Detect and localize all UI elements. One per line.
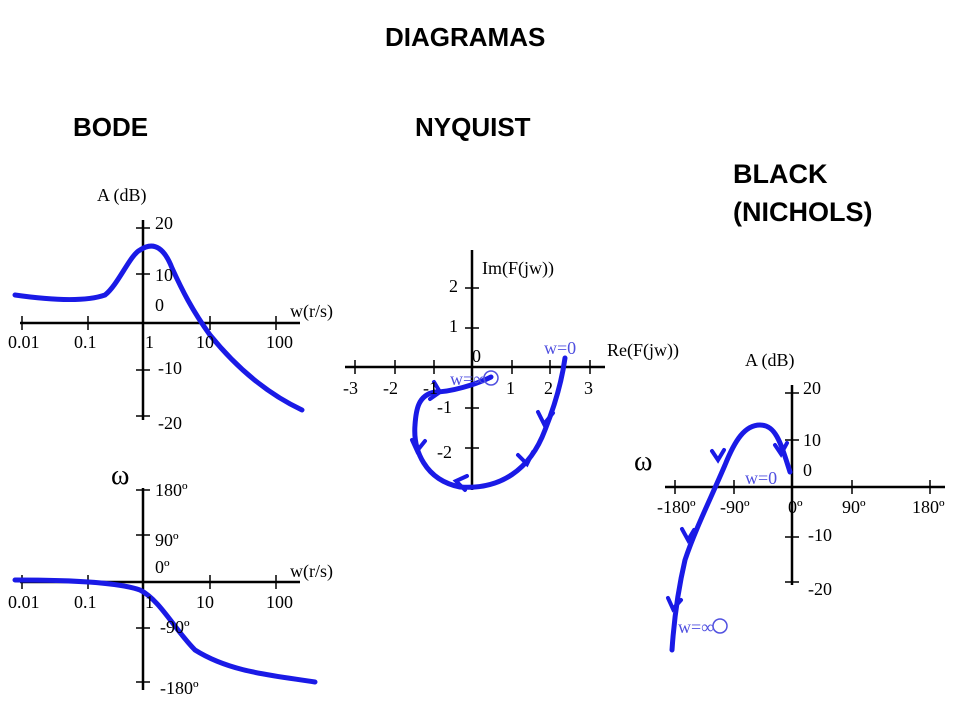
black-arrows: [666, 441, 789, 613]
black-ytick-20: 20: [803, 378, 821, 398]
black-ylabel: A (dB): [745, 350, 795, 370]
black-winf-point: [712, 618, 728, 634]
black-omega-symbol: ω: [634, 446, 653, 477]
bode-phase-curve: [12, 577, 318, 685]
nyquist-heading: NYQUIST: [415, 112, 531, 142]
bode-phase-xtick-10: 10: [196, 592, 214, 612]
nyquist-ytick-1: 1: [449, 316, 458, 336]
black-xtick-m180: -180º: [657, 497, 696, 517]
bode-mag-ytick-m10: -10: [158, 358, 182, 378]
black-ytick-10: 10: [803, 430, 821, 450]
bode-mag-ytick-20: 20: [155, 213, 173, 233]
nyquist-inf-symbol: ∞: [473, 369, 486, 389]
bode-phase-axes: [20, 488, 300, 690]
bode-phase-xtick-1: 1: [145, 592, 154, 612]
nyquist-w-inf-prefix: w=: [450, 369, 474, 389]
black-heading-line1: BLACK: [733, 159, 828, 189]
bode-mag-xtick-10: 10: [196, 332, 214, 352]
black-xtick-m90: -90º: [720, 497, 750, 517]
bode-mag-ytick-m20: -20: [158, 413, 182, 433]
nyquist-xtick-m1: -1: [423, 378, 438, 398]
nyquist-ytick-2: 2: [449, 276, 458, 296]
bode-mag-xlabel: w(r/s): [290, 301, 333, 321]
black-inf-symbol: ∞: [701, 617, 714, 637]
bode-mag-xtick-1: 1: [145, 332, 154, 352]
bode-mag-axes: [20, 220, 300, 420]
bode-phase-ticks: [21, 489, 277, 683]
black-xtick-0: 0º: [788, 497, 803, 517]
bode-mag-xtick-0.1: 0.1: [74, 332, 97, 352]
bode-magnitude-curve: [12, 243, 305, 413]
bode-phase-xtick-0.01: 0.01: [8, 592, 40, 612]
bode-phase-xtick-0.1: 0.1: [74, 592, 97, 612]
bode-phase-ytick-0: 0º: [155, 557, 170, 577]
nyquist-xtick-2: 2: [544, 378, 553, 398]
nyquist-xtick-1: 1: [506, 378, 515, 398]
black-xtick-90: 90º: [842, 497, 866, 517]
bode-mag-ticks: [21, 227, 277, 417]
nyquist-ytick-0: 0: [472, 346, 481, 366]
bode-phase-ytick-180: 180º: [155, 480, 188, 500]
nyquist-xtick-m2: -2: [383, 378, 398, 398]
bode-phase-xtick-100: 100: [266, 592, 293, 612]
nyquist-ytick-m2: -2: [437, 442, 452, 462]
nyquist-xlabel: Re(F(jw)): [607, 340, 679, 360]
bode-phase-xlabel: w(r/s): [290, 561, 333, 581]
black-ytick-m10: -10: [808, 525, 832, 545]
bode-phase-ytick-90: 90º: [155, 530, 179, 550]
bode-mag-ytick-0: 0: [155, 295, 164, 315]
page-title: DIAGRAMAS: [385, 22, 546, 52]
nyquist-xtick-m3: -3: [343, 378, 358, 398]
black-ytick-0: 0: [803, 460, 812, 480]
black-axes: [665, 385, 945, 585]
nyquist-winf-point: [483, 370, 499, 386]
bode-mag-ylabel: A (dB): [97, 185, 147, 205]
bode-phase-omega-symbol: ω: [111, 460, 130, 491]
black-ticks: [674, 392, 931, 583]
bode-mag-xtick-0.01: 0.01: [8, 332, 40, 352]
black-w-inf-prefix: w=: [678, 617, 702, 637]
bode-mag-xtick-100: 100: [266, 332, 293, 352]
bode-heading: BODE: [73, 112, 149, 142]
black-w-inf-label: w=∞: [678, 617, 714, 638]
black-curve: [669, 422, 793, 653]
nyquist-ylabel: Im(F(jw)): [482, 258, 554, 278]
black-xtick-180: 180º: [912, 497, 945, 517]
nyquist-ticks: [354, 287, 591, 449]
black-ytick-m20: -20: [808, 579, 832, 599]
nyquist-arrows: [410, 380, 555, 492]
nyquist-w-inf-label: w=∞: [450, 369, 486, 390]
black-heading-line2: (NICHOLS): [733, 197, 873, 227]
nyquist-w-zero-label: w=0: [544, 338, 577, 358]
bode-phase-ytick-m180: -180º: [160, 678, 199, 698]
bode-phase-ytick-m90: -90º: [160, 617, 190, 637]
bode-mag-ytick-10: 10: [155, 265, 173, 285]
nyquist-ytick-m1: -1: [437, 397, 452, 417]
nyquist-curve: [412, 355, 568, 490]
black-w-zero-label: w=0: [745, 468, 778, 488]
nyquist-xtick-3: 3: [584, 378, 593, 398]
